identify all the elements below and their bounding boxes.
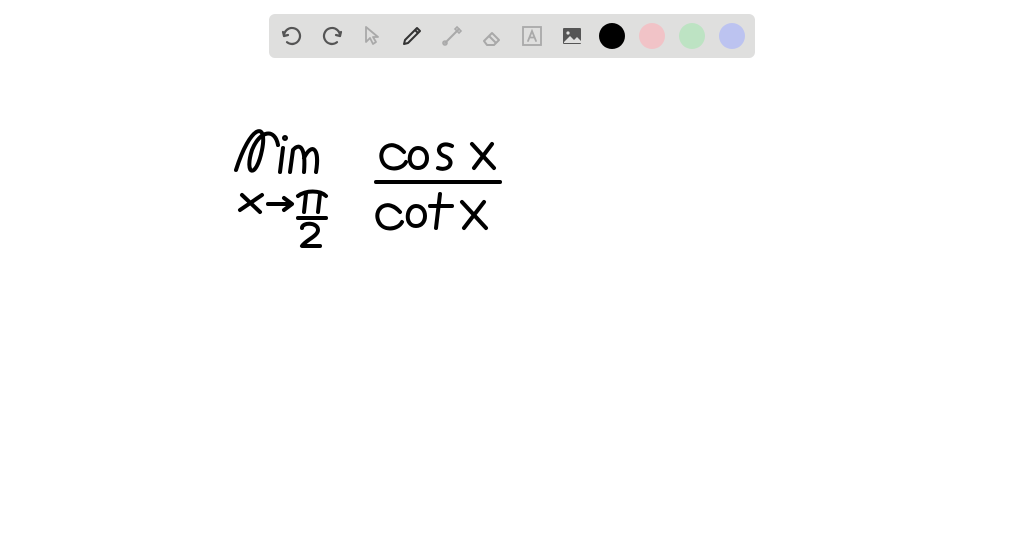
tools-icon (440, 24, 464, 48)
redo-icon (320, 24, 344, 48)
text-icon (520, 24, 544, 48)
eraser-icon (480, 24, 504, 48)
redo-button[interactable] (319, 23, 345, 49)
color-black[interactable] (599, 23, 625, 49)
undo-icon (280, 24, 304, 48)
image-button[interactable] (559, 23, 585, 49)
image-icon (560, 24, 584, 48)
color-green[interactable] (679, 23, 705, 49)
text-button[interactable] (519, 23, 545, 49)
undo-button[interactable] (279, 23, 305, 49)
eraser-button[interactable] (479, 23, 505, 49)
pencil-icon (400, 24, 424, 48)
toolbar (269, 14, 755, 58)
pointer-button[interactable] (359, 23, 385, 49)
color-purple[interactable] (719, 23, 745, 49)
tools-button[interactable] (439, 23, 465, 49)
pencil-button[interactable] (399, 23, 425, 49)
pointer-icon (360, 24, 384, 48)
handwriting-canvas (0, 0, 1024, 552)
color-pink[interactable] (639, 23, 665, 49)
